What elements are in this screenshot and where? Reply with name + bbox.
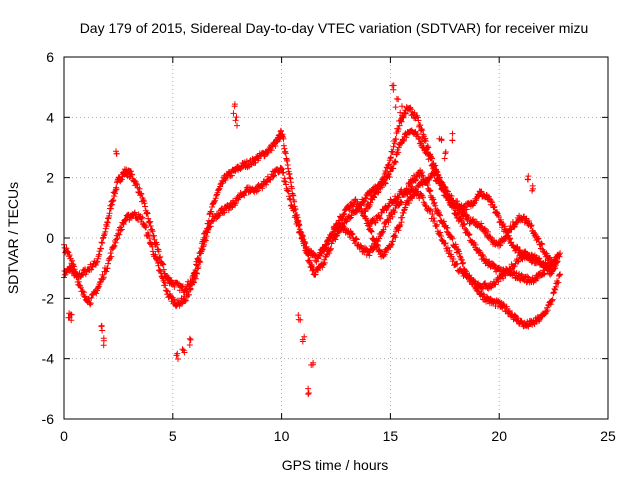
y-axis-label: SDTVAR / TECUs (5, 182, 21, 294)
data-point-markers (61, 127, 561, 296)
data-point-markers (65, 82, 536, 398)
x-tick-label: 0 (60, 428, 68, 444)
x-tick-label: 5 (169, 428, 177, 444)
x-tick-label: 20 (491, 428, 507, 444)
chart-title: Day 179 of 2015, Sidereal Day-to-day VTE… (80, 20, 589, 36)
ticks: 0 5 10 15 20 25 -6 -4 -2 0 2 4 6 (42, 49, 616, 444)
data-point-markers (61, 164, 564, 330)
y-tick-label: -6 (42, 411, 55, 427)
y-tick-label: 2 (46, 170, 54, 186)
series-track-1 (61, 127, 561, 296)
x-tick-label: 25 (600, 428, 616, 444)
x-axis-label: GPS time / hours (282, 457, 389, 473)
y-tick-label: -4 (42, 351, 55, 367)
x-tick-label: 10 (274, 428, 290, 444)
y-tick-label: -2 (42, 290, 55, 306)
plot-area (61, 82, 564, 398)
data-point-markers (317, 169, 559, 269)
x-tick-label: 15 (383, 428, 399, 444)
y-tick-label: 4 (46, 109, 54, 125)
y-tick-label: 0 (46, 230, 54, 246)
series-track-2 (61, 164, 564, 330)
series-outliers (65, 82, 536, 398)
y-tick-label: 6 (46, 49, 54, 65)
series-track-5 (317, 169, 559, 269)
